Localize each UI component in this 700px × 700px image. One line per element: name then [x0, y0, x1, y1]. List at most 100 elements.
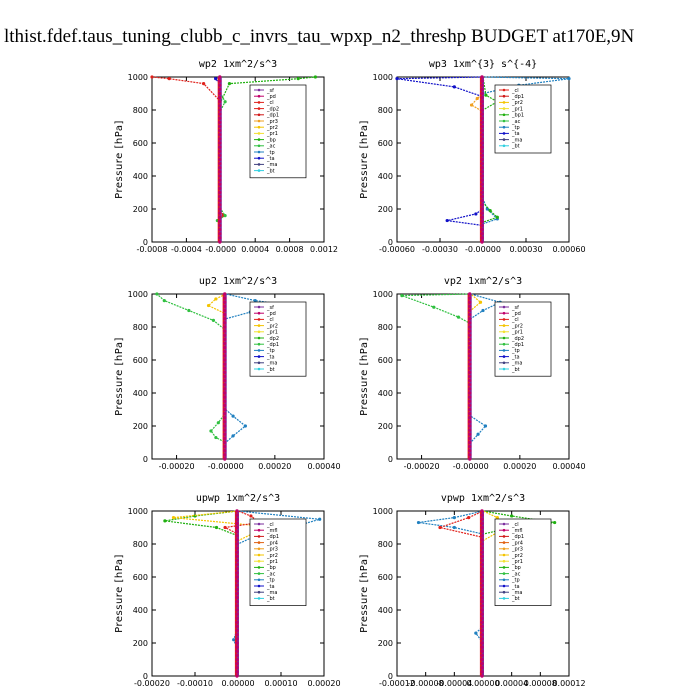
series-line	[173, 510, 261, 676]
legend-label: _cl	[266, 522, 274, 528]
data-point	[416, 520, 421, 525]
legend-marker	[257, 349, 261, 352]
legend-label: _dp1	[511, 94, 524, 100]
data-point	[468, 358, 472, 362]
data-point	[235, 587, 239, 592]
data-point	[218, 219, 222, 224]
data-point	[218, 108, 222, 112]
panel-title: vpwp 1xm^2/s^3	[441, 493, 525, 504]
x-tick-label: -0.0004	[171, 245, 202, 254]
legend-marker	[257, 355, 261, 358]
data-point	[468, 374, 472, 379]
legend-label: _pr1	[511, 330, 523, 336]
legend-label: _dp2	[266, 336, 279, 342]
data-point	[223, 325, 227, 329]
x-tick-label: -0.00020	[404, 462, 440, 471]
y-axis-label: Pressure [hPa]	[359, 337, 370, 416]
data-point	[235, 546, 239, 550]
legend-label: _pr1	[266, 330, 278, 336]
data-point	[218, 236, 222, 240]
legend-marker	[502, 367, 506, 371]
data-point	[480, 199, 484, 203]
legend-marker	[257, 311, 261, 315]
data-point	[480, 567, 484, 571]
data-point	[218, 178, 222, 182]
data-point	[468, 321, 472, 325]
y-tick-label: 1000	[128, 73, 148, 82]
legend-marker	[257, 107, 261, 110]
legend-marker	[502, 125, 506, 129]
legend-label: _pr2	[511, 553, 523, 559]
legend-marker	[257, 119, 261, 123]
y-tick-label: 600	[133, 356, 148, 365]
data-point	[223, 308, 227, 313]
legend-label: _pd	[266, 311, 276, 317]
legend-label: _dp1	[266, 113, 279, 119]
legend-label: _ta	[511, 584, 520, 590]
legend-marker	[257, 535, 261, 538]
legend-label: _dp1	[266, 534, 279, 540]
data-point	[480, 542, 484, 546]
data-point	[480, 227, 484, 232]
x-tick-label: -0.00020	[134, 679, 170, 688]
plot-frame	[151, 76, 325, 243]
x-tick-label: 0.00030	[509, 245, 542, 254]
legend-marker	[257, 528, 261, 532]
data-point	[480, 608, 484, 612]
data-point	[235, 575, 239, 579]
data-point	[163, 519, 167, 523]
data-point	[223, 444, 227, 449]
data-point	[468, 300, 472, 304]
data-point	[235, 653, 239, 658]
data-point	[223, 354, 227, 358]
legend-label: _mfl	[266, 528, 278, 534]
data-point	[480, 128, 484, 133]
legend-marker	[502, 330, 506, 334]
legend-marker	[257, 342, 261, 346]
data-point	[480, 240, 484, 244]
legend-marker	[257, 547, 261, 551]
legend-marker	[502, 584, 506, 588]
y-tick-label: 0	[143, 672, 148, 681]
legend-marker	[257, 150, 261, 154]
x-tick-label: 0.00060	[552, 245, 585, 254]
legend-marker	[257, 88, 261, 92]
data-point	[223, 407, 227, 412]
data-point	[480, 666, 484, 670]
legend-marker	[257, 572, 261, 575]
data-point	[223, 383, 227, 387]
legend-label: _pr2	[511, 100, 523, 106]
data-point	[480, 529, 484, 534]
legend-label: _pr2	[266, 125, 278, 131]
data-point	[481, 308, 485, 313]
data-point	[223, 366, 227, 370]
data-point	[227, 82, 231, 86]
legend-marker	[502, 88, 506, 92]
legend-marker	[257, 330, 261, 334]
data-point	[214, 297, 218, 301]
data-point	[231, 434, 235, 438]
data-point	[235, 509, 239, 513]
legend-label: _pr3	[266, 547, 278, 553]
data-point	[218, 186, 222, 191]
data-point	[468, 378, 472, 383]
data-point	[476, 432, 480, 436]
legend-marker	[502, 138, 506, 141]
x-tick-label: -0.00000	[453, 462, 489, 471]
data-point	[480, 513, 484, 517]
legend-marker	[502, 119, 506, 123]
data-point	[480, 190, 484, 195]
data-point	[480, 624, 484, 629]
data-point	[452, 516, 456, 520]
x-tick-label: -0.00000	[465, 245, 501, 254]
data-point	[468, 449, 472, 453]
y-tick-label: 800	[133, 323, 148, 332]
x-tick-label: 0.00020	[503, 462, 536, 471]
data-point	[235, 542, 239, 546]
data-point	[243, 424, 247, 428]
data-point	[223, 300, 227, 304]
data-point	[235, 624, 239, 629]
data-point	[235, 600, 239, 604]
data-point	[218, 223, 222, 228]
data-point	[480, 223, 484, 228]
